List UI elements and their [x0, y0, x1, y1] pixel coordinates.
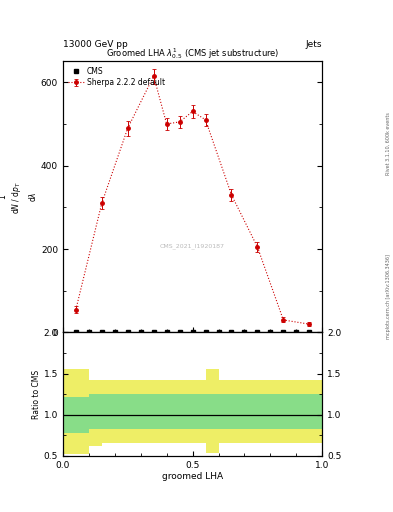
Y-axis label: 1
$\mathrm{d}N$ / $\mathrm{d}p_T$
$\mathrm{d}\lambda$: 1 $\mathrm{d}N$ / $\mathrm{d}p_T$ $\math… [0, 180, 38, 214]
CMS [242, 329, 247, 335]
Title: Groomed LHA $\lambda^{1}_{0.5}$ (CMS jet substructure): Groomed LHA $\lambda^{1}_{0.5}$ (CMS jet… [106, 47, 279, 61]
Y-axis label: Ratio to CMS: Ratio to CMS [32, 370, 41, 419]
X-axis label: groomed LHA: groomed LHA [162, 472, 223, 481]
Legend: CMS, Sherpa 2.2.2 default: CMS, Sherpa 2.2.2 default [67, 65, 166, 89]
Text: CMS_2021_I1920187: CMS_2021_I1920187 [160, 243, 225, 249]
Text: Rivet 3.1.10, 600k events: Rivet 3.1.10, 600k events [386, 112, 391, 175]
Line: CMS: CMS [74, 330, 311, 333]
CMS [177, 329, 182, 335]
CMS [281, 329, 286, 335]
CMS [151, 329, 156, 335]
CMS [86, 329, 91, 335]
CMS [216, 329, 221, 335]
CMS [229, 329, 234, 335]
CMS [112, 329, 117, 335]
CMS [307, 329, 312, 335]
CMS [255, 329, 260, 335]
Text: 13000 GeV pp: 13000 GeV pp [63, 39, 128, 49]
CMS [164, 329, 169, 335]
Text: Jets: Jets [306, 39, 322, 49]
CMS [294, 329, 299, 335]
CMS [99, 329, 104, 335]
CMS [203, 329, 208, 335]
CMS [73, 329, 78, 335]
Text: mcplots.cern.ch [arXiv:1306.3436]: mcplots.cern.ch [arXiv:1306.3436] [386, 254, 391, 339]
CMS [268, 329, 273, 335]
CMS [190, 329, 195, 335]
CMS [138, 329, 143, 335]
CMS [125, 329, 130, 335]
